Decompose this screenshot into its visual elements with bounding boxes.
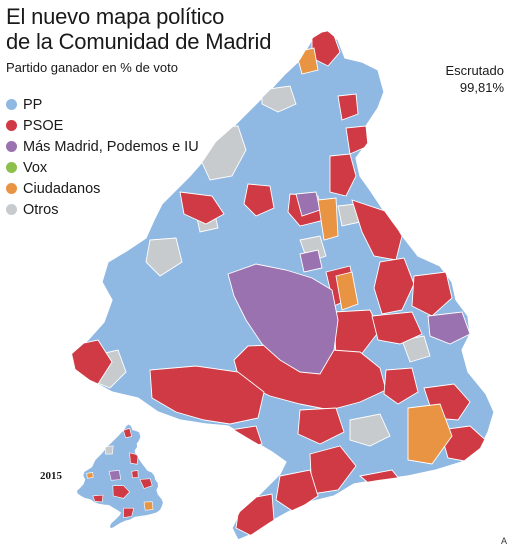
legend-item-pp: PP [6, 94, 199, 115]
legend-label-otros: Otros [23, 201, 59, 218]
legend-swatch-pp [6, 99, 17, 110]
legend-swatch-otros [6, 204, 17, 215]
counted-label: Escrutado [445, 63, 504, 78]
title-line-1: El nuevo mapa político [6, 4, 225, 29]
legend: PP PSOE Más Madrid, Podemos e IU Vox Ciu… [6, 94, 199, 220]
legend-label-vox: Vox [23, 159, 48, 176]
legend-swatch-mas-madrid [6, 141, 17, 152]
legend-label-mas-madrid: Más Madrid, Podemos e IU [23, 138, 199, 155]
legend-label-psoe: PSOE [23, 117, 64, 134]
legend-item-vox: Vox [6, 157, 199, 178]
legend-item-otros: Otros [6, 199, 199, 220]
legend-label-pp: PP [23, 96, 43, 113]
page-title: El nuevo mapa político de la Comunidad d… [6, 4, 271, 54]
counted-indicator: Escrutado 99,81% [445, 62, 504, 96]
counted-value: 99,81% [459, 80, 504, 95]
legend-label-ciudadanos: Ciudadanos [23, 180, 101, 197]
legend-item-ciudadanos: Ciudadanos [6, 178, 199, 199]
legend-swatch-vox [6, 162, 17, 173]
legend-item-mas-madrid: Más Madrid, Podemos e IU [6, 136, 199, 157]
legend-swatch-ciudadanos [6, 183, 17, 194]
title-line-2: de la Comunidad de Madrid [6, 29, 272, 54]
credit-mark: A [500, 536, 507, 546]
legend-item-psoe: PSOE [6, 115, 199, 136]
inset-year-label: 2015 [40, 470, 62, 482]
inset-map-2015 [76, 423, 164, 530]
subtitle: Partido ganador en % de voto [6, 60, 179, 75]
legend-swatch-psoe [6, 120, 17, 131]
